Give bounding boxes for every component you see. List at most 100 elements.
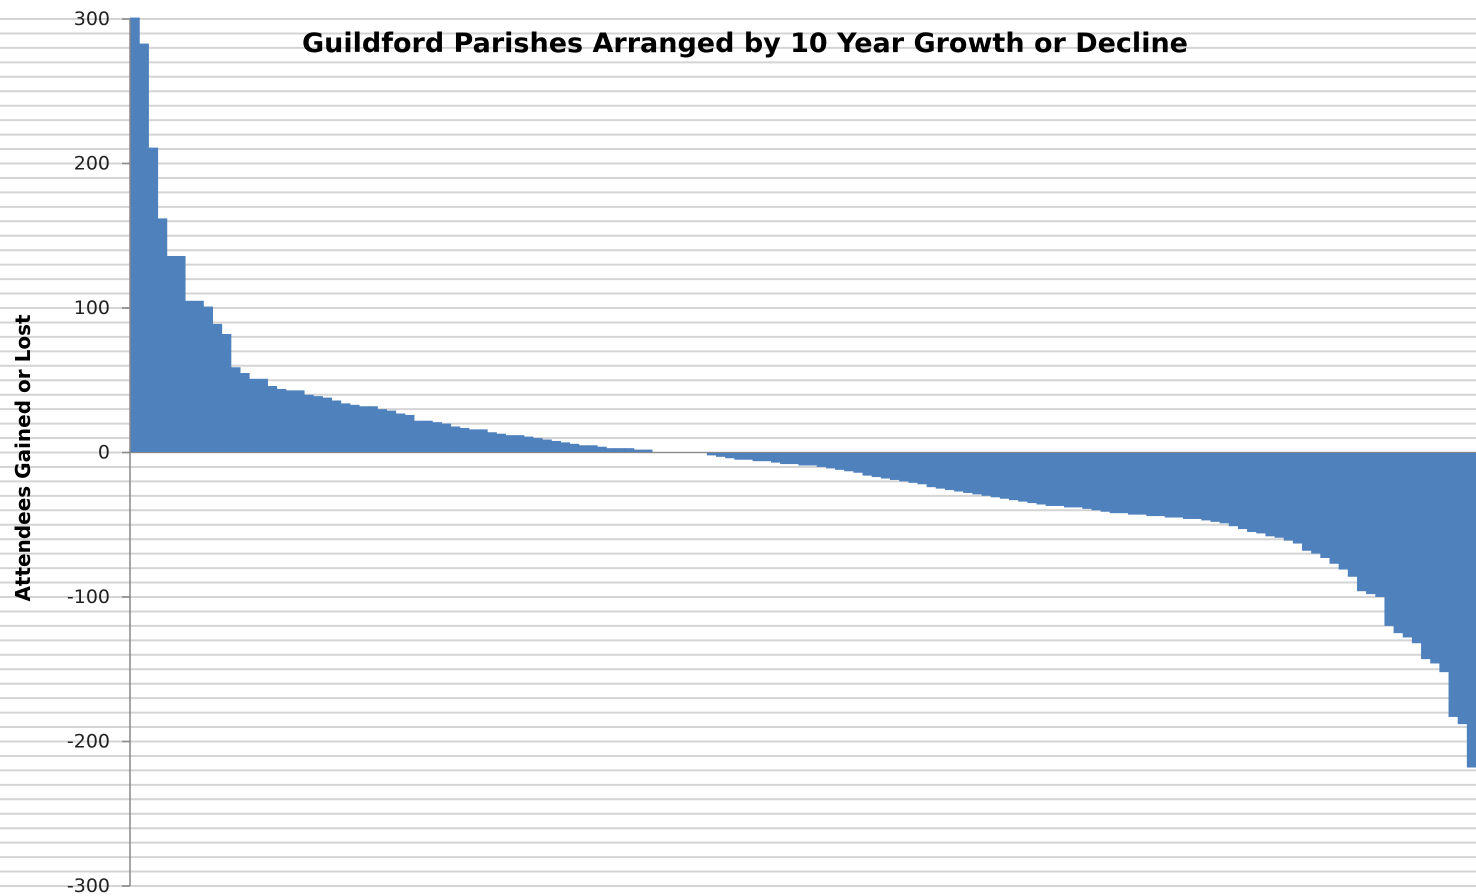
bar [203, 306, 214, 453]
bar [395, 413, 406, 453]
bar [1137, 452, 1147, 515]
bar [413, 420, 424, 453]
bar [194, 300, 204, 453]
bar [487, 432, 497, 453]
bar [322, 397, 333, 453]
bar [1411, 452, 1422, 644]
bar [523, 436, 534, 453]
bar [587, 445, 598, 453]
bar [944, 452, 955, 491]
bar [130, 17, 140, 453]
bar [386, 410, 397, 453]
bar [926, 452, 937, 488]
bar [734, 452, 745, 460]
bar [1182, 452, 1193, 519]
bar [514, 435, 525, 453]
bar [624, 448, 635, 453]
bar [157, 218, 168, 453]
bar [276, 388, 287, 453]
bar [239, 373, 250, 453]
bar [770, 452, 781, 463]
bar [221, 334, 232, 453]
bar [1402, 452, 1413, 638]
bar [1027, 452, 1038, 504]
bar [1302, 452, 1312, 551]
bar [716, 452, 726, 457]
bar [1118, 452, 1129, 514]
bar [899, 452, 909, 482]
bar [569, 443, 580, 453]
bar [175, 255, 186, 453]
bar [368, 406, 378, 453]
bar [1036, 452, 1047, 505]
bar [1448, 452, 1459, 717]
bar [1210, 452, 1221, 522]
bar [496, 433, 507, 453]
bar [917, 452, 928, 485]
bar [816, 452, 827, 467]
bar [1457, 452, 1468, 725]
bar [560, 442, 571, 453]
bar [725, 452, 735, 459]
bar [184, 300, 195, 453]
bar [432, 422, 442, 453]
bar [789, 452, 800, 465]
bar [1292, 452, 1303, 544]
y-tick-label: 200 [74, 153, 110, 175]
y-tick-label: 300 [74, 8, 110, 30]
bar [450, 426, 461, 453]
bar [1164, 452, 1175, 518]
bar [935, 452, 946, 489]
bar [1439, 452, 1450, 673]
bar [1009, 452, 1019, 501]
bar [1054, 452, 1065, 506]
bar [798, 452, 809, 466]
bar [423, 420, 433, 453]
bar [862, 452, 873, 476]
bar [642, 449, 653, 453]
bar [752, 452, 763, 462]
bar [1100, 452, 1111, 512]
bar [1192, 452, 1202, 519]
bar [1320, 452, 1331, 558]
bar [404, 414, 415, 453]
bar [954, 452, 964, 492]
bar [349, 404, 360, 453]
bars [130, 17, 1476, 768]
bar [505, 435, 516, 453]
bar [908, 452, 919, 483]
bar [532, 438, 543, 453]
bar [1146, 452, 1157, 517]
bar [972, 452, 983, 495]
bar [1338, 452, 1349, 570]
bar [1128, 452, 1138, 515]
bar [1384, 452, 1395, 626]
bar [1173, 452, 1184, 518]
bar [148, 147, 159, 453]
y-axis-title: Attendees Gained or Lost [11, 314, 35, 602]
bar [844, 452, 854, 472]
bar [249, 378, 259, 453]
bar [267, 386, 278, 453]
bar [1091, 452, 1102, 511]
bar [1356, 452, 1367, 592]
bar [990, 452, 1001, 498]
bar [1247, 452, 1257, 532]
bar [853, 452, 864, 473]
bar [340, 403, 351, 453]
bar [1237, 452, 1248, 530]
bar [743, 452, 754, 460]
bar [139, 43, 149, 453]
bar [999, 452, 1010, 499]
bar [477, 429, 488, 453]
bar [1201, 452, 1212, 521]
bar [1018, 452, 1028, 502]
bar [1311, 452, 1321, 554]
bar [1265, 452, 1276, 537]
bar [166, 255, 177, 453]
bar [1421, 452, 1431, 660]
y-tick-label: -200 [67, 731, 110, 753]
bar [1073, 452, 1083, 508]
